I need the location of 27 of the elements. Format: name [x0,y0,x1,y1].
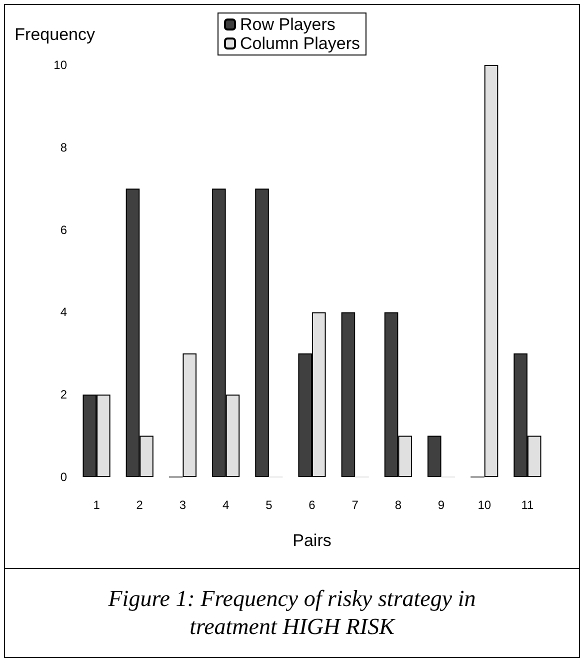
x-tick-label: 6 [308,498,316,512]
legend-label: Column Players [240,34,360,53]
bar [427,436,442,477]
y-axis-title: Frequency [14,25,96,44]
bar [484,65,498,477]
x-tick-label: 1 [93,498,100,512]
y-tick-label: 4 [60,305,68,320]
bar [341,312,356,477]
x-tick-label: 3 [179,498,186,512]
x-tick-label: 11 [521,498,534,512]
y-tick-label: 10 [54,58,68,72]
x-tick-label: 10 [478,498,492,512]
x-tick-label: 2 [136,498,144,512]
bar [255,188,269,477]
x-tick-label: 9 [438,498,445,512]
y-tick-label: 2 [60,388,68,402]
bar [182,353,197,477]
x-axis-title: Pairs [292,531,332,550]
y-tick-label: 0 [60,470,68,484]
y-tick-label: 8 [60,140,68,154]
x-tick-label: 5 [266,498,273,512]
y-tick-label: 6 [60,222,68,237]
legend-label: Row Players [240,15,336,34]
caption: Figure 1: Frequency of risky strategy in treatment HIGH RISK [5,568,579,657]
x-tick-label: 8 [394,498,402,512]
x-tick-label: 7 [352,498,359,512]
x-tick-label: 4 [222,498,230,512]
